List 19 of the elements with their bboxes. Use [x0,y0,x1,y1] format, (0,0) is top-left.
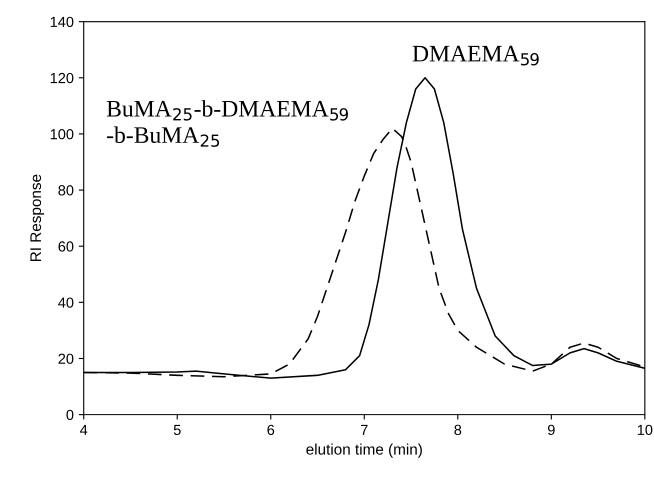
x-tick-label: 10 [638,424,652,436]
y-tick-label: 100 [50,129,74,140]
y-tick-label: 40 [58,297,74,308]
y-tick-label: 0 [66,410,74,420]
y-tick-label: 140 [50,16,74,28]
y-tick-label: 20 [58,354,74,364]
x-tick-label: 9 [548,424,555,436]
x-axis-title: elution time (min) [306,443,422,458]
x-tick-label: 5 [174,424,181,436]
x-tick-label: 8 [454,424,462,436]
series-label: DMAEMA$_{59}$ [412,46,539,66]
y-tick-label: 80 [58,185,74,196]
text: BuMA$_{25}$-b-DMAEMA$_{59}$ -b-BuMA$_{25}$ [106,100,348,147]
y-tick-label: 120 [50,72,74,84]
x-tick-label: 4 [80,424,88,435]
y-tick-label: 60 [58,241,74,252]
x-tick-label: 6 [267,424,274,436]
x-tick-label: 7 [360,424,368,435]
y-axis-title: RI Response [30,174,44,262]
